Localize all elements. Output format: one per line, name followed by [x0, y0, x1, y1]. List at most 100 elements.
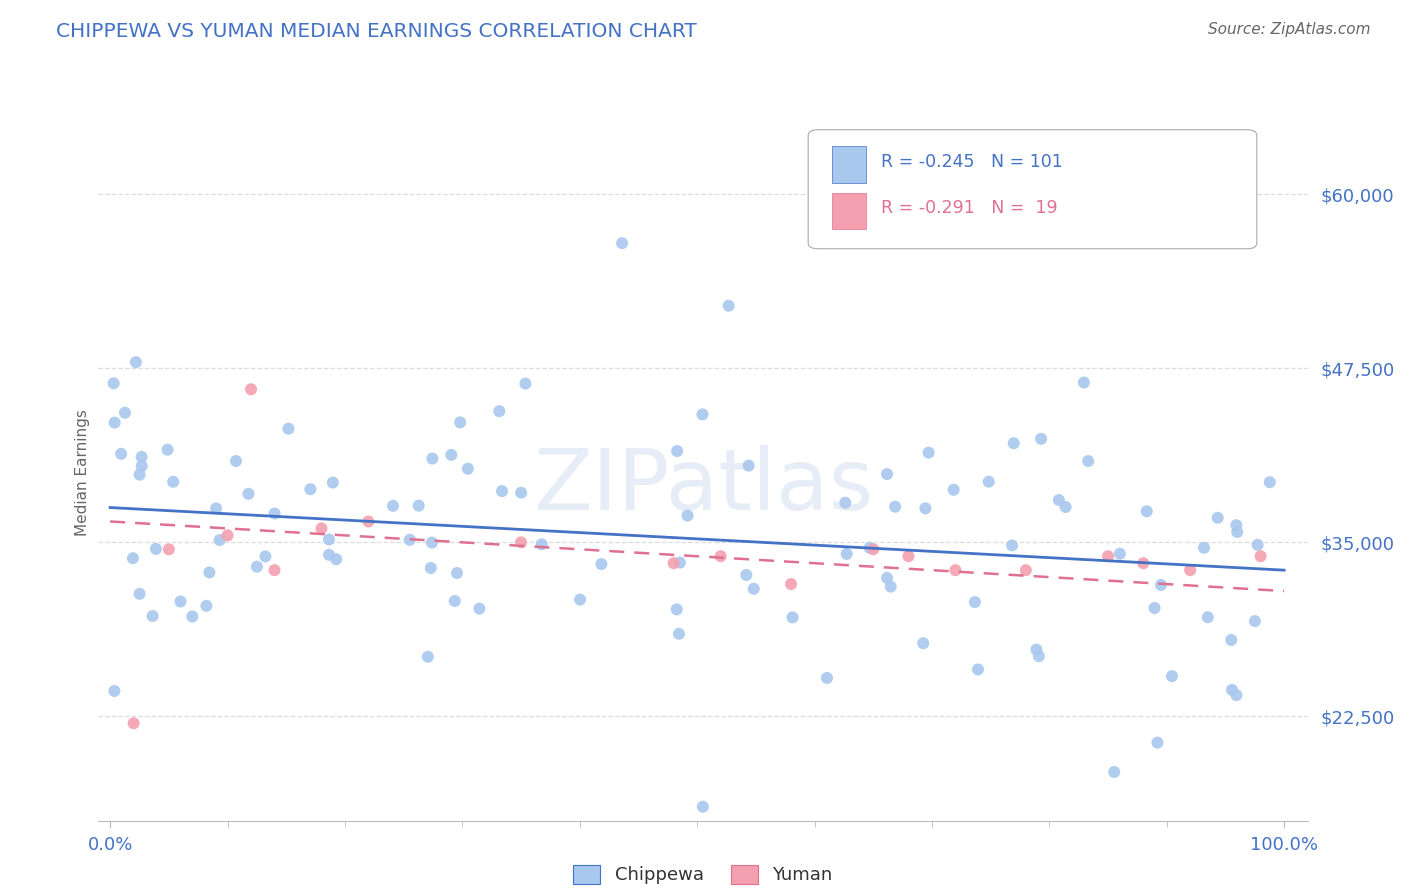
Point — [246, 559, 269, 574]
Point — [879, 580, 901, 594]
Point — [208, 533, 231, 547]
Point — [114, 406, 136, 420]
Point — [876, 467, 898, 481]
Point — [1258, 475, 1281, 490]
Point — [398, 533, 420, 547]
Point — [1002, 436, 1025, 450]
Point — [862, 542, 884, 557]
Point — [912, 636, 935, 650]
Point — [457, 461, 479, 475]
Point — [217, 528, 239, 542]
Point — [468, 601, 491, 615]
Point — [515, 376, 537, 391]
Point — [510, 485, 533, 500]
Point — [710, 549, 733, 564]
Point — [322, 475, 344, 490]
Text: R = -0.291   N =  19: R = -0.291 N = 19 — [880, 200, 1057, 218]
Point — [1146, 736, 1168, 750]
Point — [1073, 376, 1095, 390]
Point — [488, 404, 510, 418]
Point — [717, 299, 740, 313]
Point — [668, 627, 690, 641]
Point — [1161, 669, 1184, 683]
Point — [815, 671, 838, 685]
Point — [782, 610, 804, 624]
Point — [1206, 510, 1229, 524]
Point — [591, 557, 613, 571]
Point — [110, 447, 132, 461]
Point — [1108, 547, 1130, 561]
Point — [128, 587, 150, 601]
Point — [357, 515, 380, 529]
Point — [1025, 642, 1047, 657]
Point — [225, 454, 247, 468]
Point — [263, 507, 285, 521]
Point — [181, 609, 204, 624]
Point — [1150, 578, 1173, 592]
Point — [742, 582, 765, 596]
Point — [449, 416, 471, 430]
Point — [131, 450, 153, 464]
Point — [692, 408, 714, 422]
Point — [834, 496, 856, 510]
FancyBboxPatch shape — [832, 146, 866, 183]
Point — [446, 566, 468, 580]
Point — [325, 552, 347, 566]
Point — [665, 602, 688, 616]
Point — [125, 355, 148, 369]
Point — [1220, 632, 1243, 647]
Legend: Chippewa, Yuman: Chippewa, Yuman — [567, 858, 839, 892]
Point — [1028, 649, 1050, 664]
Point — [669, 556, 692, 570]
Point — [676, 508, 699, 523]
Point — [145, 541, 167, 556]
Point — [440, 448, 463, 462]
Point — [1225, 518, 1247, 533]
Point — [1015, 563, 1038, 577]
Point — [420, 535, 443, 549]
Point — [416, 649, 439, 664]
Point — [142, 609, 165, 624]
Point — [610, 236, 633, 251]
Point — [318, 533, 340, 547]
Point — [884, 500, 907, 514]
Point — [156, 442, 179, 457]
Point — [382, 499, 405, 513]
Point — [238, 487, 260, 501]
Point — [122, 551, 145, 566]
Point — [1250, 549, 1272, 564]
Point — [914, 501, 936, 516]
Point — [569, 592, 592, 607]
Point — [510, 535, 533, 549]
Point — [1077, 454, 1099, 468]
Point — [530, 537, 553, 551]
Point — [254, 549, 277, 564]
Point — [662, 556, 685, 570]
Text: CHIPPEWA VS YUMAN MEDIAN EARNINGS CORRELATION CHART: CHIPPEWA VS YUMAN MEDIAN EARNINGS CORREL… — [56, 22, 697, 41]
Point — [737, 458, 759, 473]
Point — [876, 571, 898, 585]
Point — [1047, 493, 1070, 508]
Point — [1029, 432, 1052, 446]
Point — [1054, 500, 1077, 514]
Point — [735, 568, 758, 582]
Point — [1102, 764, 1125, 779]
Point — [205, 501, 228, 516]
Point — [1180, 563, 1202, 577]
Point — [942, 483, 965, 497]
Point — [443, 594, 465, 608]
Point — [780, 577, 803, 591]
Point — [162, 475, 184, 489]
FancyBboxPatch shape — [808, 129, 1257, 249]
Point — [104, 416, 127, 430]
Point — [1244, 614, 1267, 628]
Point — [1197, 610, 1219, 624]
Text: Source: ZipAtlas.com: Source: ZipAtlas.com — [1208, 22, 1371, 37]
Point — [666, 444, 689, 458]
Point — [1192, 541, 1215, 555]
Point — [419, 561, 441, 575]
Point — [963, 595, 986, 609]
Point — [1220, 682, 1243, 697]
Point — [1226, 524, 1249, 539]
Point — [103, 684, 125, 698]
